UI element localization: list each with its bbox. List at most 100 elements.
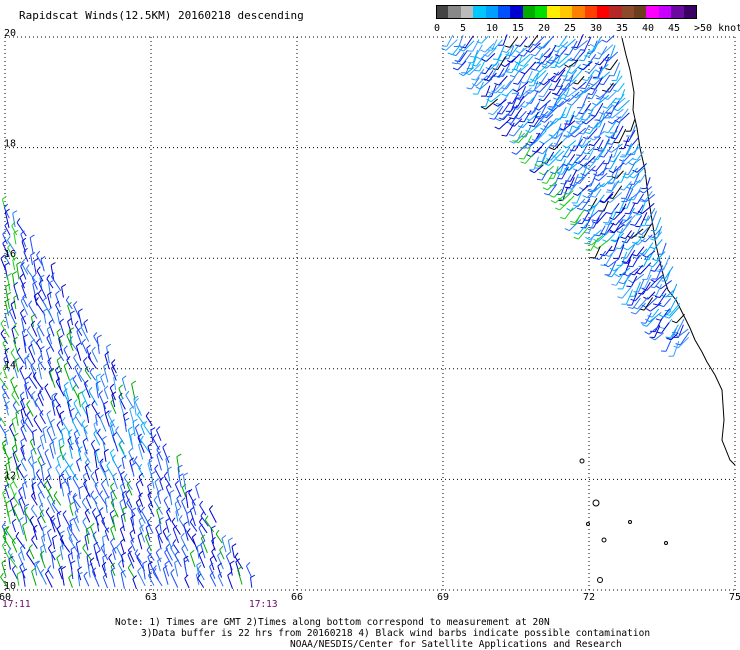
- wind-barb-feather: [3, 526, 9, 531]
- wind-barb-feather: [580, 87, 586, 90]
- wind-barb: [47, 531, 53, 545]
- wind-barb: [646, 267, 653, 280]
- wind-barb: [112, 435, 119, 452]
- wind-barb: [564, 88, 570, 99]
- wind-barb: [479, 60, 486, 72]
- wind-barb-feather: [53, 392, 58, 398]
- wind-barb: [93, 499, 101, 515]
- wind-barb: [37, 519, 44, 531]
- wind-barb-feather: [139, 524, 144, 529]
- wind-barb-feather: [11, 390, 15, 396]
- wind-barb: [515, 142, 529, 155]
- wind-barb-feather: [215, 529, 220, 535]
- wind-barb: [505, 76, 516, 90]
- wind-barb-feather: [84, 379, 89, 384]
- wind-barb: [595, 207, 606, 222]
- time-label-start: 17:11: [2, 599, 31, 610]
- wind-barb-feather: [86, 344, 91, 349]
- wind-barb: [513, 132, 526, 144]
- wind-barb: [569, 177, 575, 188]
- wind-barb: [524, 153, 535, 164]
- wind-barb: [11, 569, 18, 580]
- wind-barb: [609, 105, 616, 119]
- wind-barb-feather: [219, 545, 224, 551]
- wind-barb-feather: [539, 81, 544, 86]
- wind-barb-feather: [579, 187, 585, 191]
- wind-barb-feather: [37, 490, 43, 495]
- wind-barb: [612, 162, 625, 174]
- wind-barb-feather: [593, 148, 599, 151]
- wind-barb: [475, 68, 485, 81]
- wind-barb-feather: [527, 112, 533, 115]
- wind-barb-feather: [137, 433, 142, 438]
- wind-barb: [480, 35, 489, 44]
- wind-barb: [645, 177, 651, 189]
- wind-barb-feather: [616, 116, 622, 119]
- wind-barb-feather: [1, 541, 7, 546]
- wind-barb: [103, 366, 109, 383]
- wind-barb-feather: [154, 478, 160, 483]
- wind-barb: [663, 310, 672, 318]
- wind-barb: [1, 526, 8, 536]
- wind-barb: [452, 44, 461, 55]
- wind-barb-feather: [607, 120, 613, 125]
- wind-barb: [654, 275, 665, 289]
- wind-barb: [540, 121, 550, 135]
- wind-barb-feather: [634, 180, 640, 183]
- wind-barb-feather: [101, 516, 106, 522]
- wind-barb: [24, 384, 29, 400]
- wind-barb-feather: [534, 57, 540, 61]
- wind-barb-feather: [197, 573, 201, 579]
- wind-barb: [476, 54, 486, 67]
- wind-barb-feather: [67, 301, 72, 306]
- wind-barb: [630, 119, 636, 132]
- wind-barb-feather: [664, 315, 670, 319]
- wind-barb: [93, 433, 101, 446]
- wind-barb-feather: [23, 334, 29, 338]
- wind-barb-feather: [156, 445, 161, 450]
- wind-barb-feather: [12, 210, 18, 214]
- wind-barb: [569, 169, 578, 182]
- wind-barb: [670, 332, 679, 341]
- wind-barb-feather: [570, 46, 576, 51]
- wind-barb: [100, 376, 106, 388]
- wind-barb-feather: [480, 49, 486, 53]
- wind-barb: [37, 494, 44, 508]
- wind-barb-feather: [55, 377, 60, 382]
- wind-barb: [568, 160, 581, 171]
- wind-barb: [95, 376, 100, 391]
- wind-barb: [651, 308, 660, 318]
- wind-barb: [574, 127, 587, 138]
- wind-barb-feather: [665, 336, 671, 339]
- wind-barb-feather: [145, 524, 151, 528]
- wind-barb: [61, 286, 64, 298]
- wind-barb-feather: [229, 560, 235, 564]
- wind-barb: [497, 56, 507, 70]
- wind-barb: [47, 360, 53, 371]
- wind-barb-feather: [178, 473, 184, 477]
- wind-barb-feather: [559, 203, 565, 207]
- wind-barb-feather: [59, 534, 64, 540]
- wind-barb-feather: [630, 311, 636, 315]
- wind-barb: [124, 420, 127, 432]
- wind-barb-feather: [506, 121, 512, 125]
- wind-barb-feather: [567, 79, 573, 82]
- wind-barb: [148, 505, 155, 517]
- wind-barb-feather: [61, 565, 67, 570]
- wind-barb-feather: [11, 416, 17, 421]
- wind-barb-feather: [18, 550, 23, 555]
- wind-barb-feather: [560, 217, 566, 220]
- legend-label: >50 knots: [694, 23, 740, 34]
- wind-barb: [26, 357, 37, 372]
- wind-barb: [109, 513, 115, 525]
- wind-barb-feather: [30, 252, 36, 256]
- wind-barb-feather: [118, 384, 123, 389]
- wind-barb: [556, 150, 565, 159]
- wind-barb: [615, 232, 625, 243]
- wind-barb-feather: [70, 546, 76, 550]
- wind-barb-feather: [20, 424, 25, 429]
- wind-barb: [533, 117, 541, 127]
- wind-barb-feather: [37, 481, 42, 486]
- wind-barb: [584, 36, 592, 51]
- wind-barb-feather: [24, 503, 30, 507]
